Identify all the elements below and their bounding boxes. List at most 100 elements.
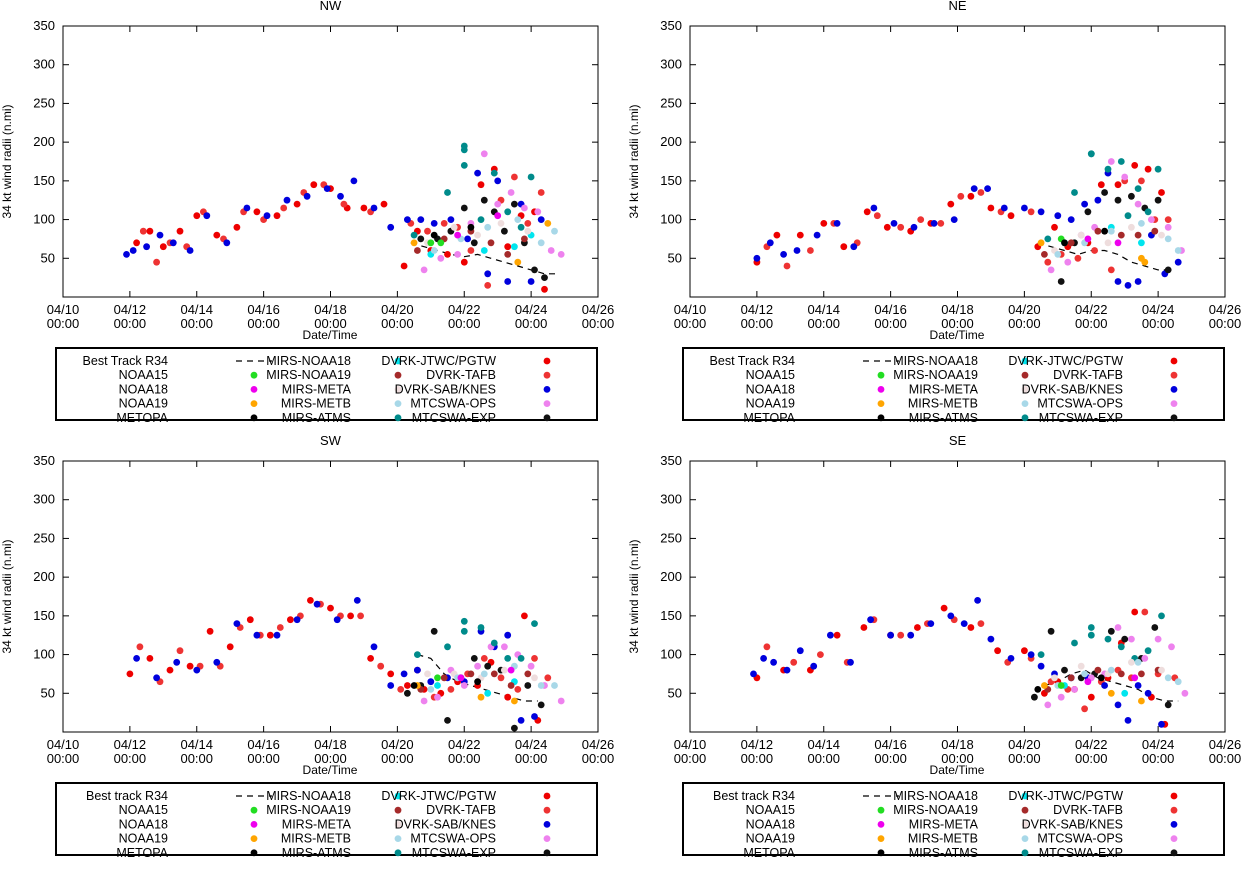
x-tick-label-time: 00:00 [674, 751, 707, 766]
y-tick-label: 50 [668, 685, 682, 700]
point-dvrk-tafb [377, 662, 385, 670]
point-dvrk-tafb [357, 612, 364, 620]
point-dvrk-tafb [977, 620, 985, 627]
x-tick-label: 04/16 [247, 302, 280, 317]
point-dvrk-sab-knes [930, 220, 938, 227]
point-mtcswa-ops [1044, 701, 1052, 709]
point-mirs-metb [430, 247, 438, 254]
point-dvrk-sab-knes [323, 185, 331, 193]
y-tick-label: 100 [33, 647, 55, 662]
point-dvrk-sab-knes [1021, 204, 1028, 212]
point-dvrk-jtwc-pgtw [404, 682, 411, 689]
x-tick-label: 04/22 [1075, 737, 1108, 752]
point-mtcswa-exp [501, 227, 508, 235]
point-mirs-noaa19 [1117, 670, 1125, 678]
point-mirs-noaa18 [1138, 239, 1145, 247]
point-mtcswa-exp [541, 274, 548, 281]
point-dvrk-jtwc-pgtw [860, 624, 868, 631]
x-tick-label: 04/26 [1209, 302, 1242, 317]
point-mirs-atms [1154, 165, 1162, 173]
point-dvrk-sab-knes [193, 666, 201, 674]
point-dvrk-tafb [957, 192, 965, 200]
point-mtcswa-ops [1168, 643, 1175, 651]
point-dvrk-tafb [524, 220, 532, 227]
x-tick-label: 04/24 [1142, 302, 1175, 317]
point-mirs-atms [414, 651, 421, 658]
y-tick-label: 350 [33, 18, 55, 33]
point-mirs-metb [427, 686, 435, 693]
y-axis-label: 34 kt wind radii (n.mi) [0, 104, 14, 218]
point-dvrk-sab-knes [1134, 278, 1142, 285]
point-dvrk-tafb [136, 643, 144, 651]
y-tick-label: 150 [33, 173, 55, 188]
point-dvrk-sab-knes [494, 177, 502, 185]
point-mirs-noaa19 [487, 239, 495, 247]
point-dvrk-tafb [153, 258, 161, 266]
x-tick-label: 04/20 [381, 302, 414, 317]
x-tick-label: 04/12 [741, 737, 774, 752]
point-dvrk-jtwc-pgtw [1097, 181, 1105, 189]
legend-label: MIRS-META [909, 817, 979, 831]
x-axis-label: Date/Time [930, 763, 985, 777]
legend-swatch-mirs-noaa18 [394, 792, 402, 800]
point-mirs-noaa19 [414, 247, 421, 254]
point-dvrk-jtwc-pgtw [307, 597, 314, 604]
point-dvrk-sab-knes [780, 251, 787, 258]
x-tick-label-time: 00:00 [874, 751, 907, 766]
point-dvrk-tafb [1044, 258, 1052, 266]
point-mtcswa-ops [480, 150, 488, 158]
point-dvrk-sab-knes [867, 616, 874, 624]
panel-ne: NE 50 100 150 200 250 300 350 04/10 00:00 04/12 00:… [627, 0, 1253, 435]
chart-se: SE5010015020025030035004/1000:0004/1200:… [627, 435, 1242, 860]
point-dvrk-tafb [447, 686, 455, 693]
legend-swatch-noaa18 [250, 386, 258, 393]
chart-title: NW [320, 0, 342, 13]
point-noaa18 [454, 231, 461, 239]
point-dvrk-jtwc-pgtw [146, 655, 154, 662]
x-tick-label-time: 00:00 [515, 751, 548, 766]
point-mtcswa-ops [1121, 173, 1129, 181]
legend-swatch-noaa18 [250, 821, 258, 828]
x-tick-label: 04/10 [674, 737, 707, 752]
point-dvrk-tafb [937, 220, 945, 227]
point-mirs-metb [537, 682, 545, 689]
point-dvrk-jtwc-pgtw [504, 693, 512, 701]
x-tick-label-time: 00:00 [1075, 316, 1108, 331]
point-mirs-noaa19 [1134, 231, 1142, 239]
legend-label: DVRK-TAFB [426, 368, 496, 382]
legend-label: NOAA18 [119, 382, 168, 396]
point-noaa19 [410, 239, 418, 247]
legend-label: Best Track R34 [83, 354, 168, 368]
point-mtcswa-ops [1141, 655, 1149, 662]
point-dvrk-jtwc-pgtw [193, 212, 201, 220]
point-mtcswa-exp [1164, 266, 1172, 274]
x-tick-label-time: 00:00 [448, 316, 481, 331]
point-mtcswa-exp [1154, 196, 1162, 204]
legend-label: NOAA15 [119, 368, 168, 382]
chart-nw: NW5010015020025030035004/1000:0004/1200:… [0, 0, 615, 425]
point-mtcswa-exp [1101, 189, 1108, 196]
point-dvrk-jtwc-pgtw [360, 204, 368, 212]
legend-swatch-metopa [877, 849, 885, 857]
point-dvrk-jtwc-pgtw [1131, 162, 1139, 169]
legend-label: MTCSWA-OPS [1037, 832, 1123, 846]
point-dvrk-sab-knes [796, 647, 804, 655]
x-tick-label: 04/26 [582, 302, 615, 317]
legend-label: DVRK-JTWC/PGTW [381, 354, 496, 368]
point-mirs-meta [1051, 674, 1058, 682]
point-dvrk-sab-knes [303, 192, 311, 200]
y-tick-label: 300 [33, 57, 55, 72]
point-mirs-atms [444, 189, 451, 196]
point-mirs-noaa18 [480, 247, 488, 254]
point-dvrk-sab-knes [333, 616, 341, 624]
legend-label: NOAA19 [119, 832, 168, 846]
point-mirs-noaa19 [1041, 251, 1048, 258]
legend-label: DVRK-SAB/KNES [1022, 817, 1123, 831]
point-dvrk-sab-knes [273, 631, 281, 639]
point-dvrk-tafb [280, 204, 288, 212]
point-dvrk-sab-knes [504, 631, 512, 639]
x-tick-label-time: 00:00 [1209, 751, 1242, 766]
y-tick-label: 50 [41, 250, 55, 265]
x-tick-label-time: 00:00 [674, 316, 707, 331]
point-mirs-atms [1117, 643, 1125, 651]
